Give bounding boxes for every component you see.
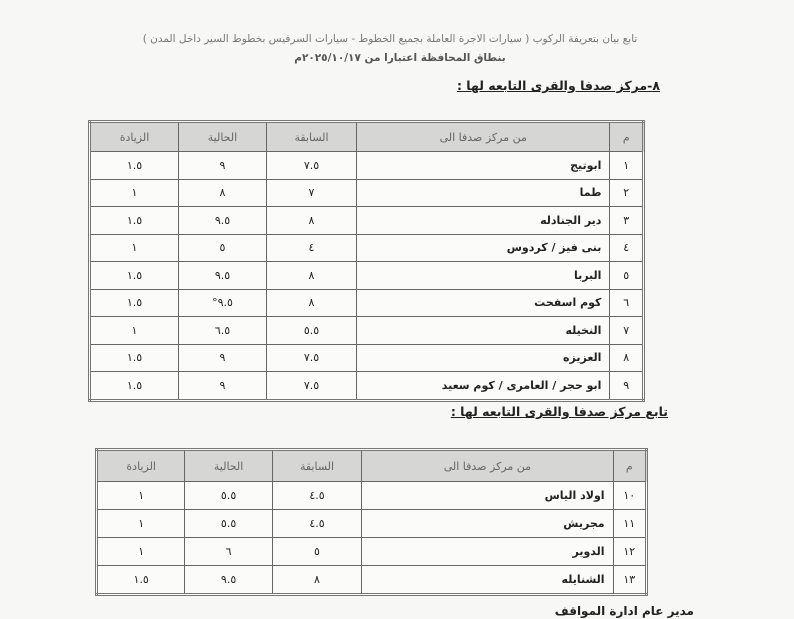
col-current-fare-cell: ٩.٥	[184, 565, 273, 595]
table-row: ١٣ الشنايله ٨ ٩.٥ ١.٥	[95, 565, 648, 595]
col-previous-fare-cell: ٤	[265, 233, 358, 262]
col-number-cell: ٣	[609, 206, 644, 235]
col-current-fare-cell: ٩	[178, 343, 267, 372]
col-number-cell: ١٣	[612, 565, 648, 595]
col-destination-cell: البربا	[356, 261, 611, 290]
fare-table-2: م من مركز صدفا الى السابقة الحالية الزيادة ١…	[95, 448, 648, 596]
col-increase-header: الزيادة	[95, 449, 186, 482]
col-current-fare-cell: ٦	[184, 537, 273, 566]
col-increase-cell: ١.٥	[89, 151, 179, 180]
col-current-fare-header: الحالية	[184, 449, 273, 482]
col-current-fare-cell: ٩.٥	[178, 206, 267, 235]
col-number-cell: ٤	[609, 233, 644, 262]
col-current-fare-cell: ٩	[178, 151, 267, 180]
table-row: ٨ العزيزه ٧.٥ ٩ ١.٥	[89, 343, 644, 372]
section1-title: ٨-مركز صدفا والقرى التابعه لها :	[456, 78, 660, 93]
table-row: ١١ مجريش ٤.٥ ٥.٥ ١	[95, 509, 648, 538]
table-row: ٣ دير الجنادله ٨ ٩.٥ ١.٥	[89, 206, 644, 235]
col-increase-cell: ١	[95, 509, 186, 538]
signature-title: مدير عام ادارة المواقف	[554, 604, 694, 618]
col-number-cell: ٥	[609, 261, 644, 290]
col-number-cell: ٧	[609, 316, 644, 345]
col-number-cell: ٨	[609, 343, 644, 372]
col-destination-cell: ابوتيج	[356, 151, 611, 180]
document-header-line2: بنطاق المحافظة اعتبارا من ٢٠٢٥/١٠/١٧م	[294, 52, 506, 64]
col-destination-cell: ابو حجر / العامرى / كوم سعيد	[356, 371, 611, 401]
col-current-fare-cell: ٨	[178, 178, 267, 207]
section2-title: تابع مركز صدفا والقرى التابعه لها :	[450, 404, 668, 419]
col-previous-fare-cell: ٨	[265, 288, 358, 317]
table-row: ٦ كوم اسفحت ٨ ٩.٥° ١.٥	[89, 288, 644, 317]
col-number-cell: ١	[609, 151, 644, 180]
col-destination-cell: اولاد الياس	[361, 481, 614, 510]
col-current-fare-cell: ٥	[178, 233, 267, 262]
col-previous-fare-cell: ٨	[265, 261, 358, 290]
table-row: ٩ ابو حجر / العامرى / كوم سعيد ٧.٥ ٩ ١.٥	[89, 371, 644, 401]
col-current-fare-cell: ٥.٥	[184, 509, 273, 538]
col-previous-fare-cell: ٧.٥	[265, 151, 358, 180]
col-increase-cell: ١	[89, 233, 179, 262]
col-previous-fare-cell: ٨	[265, 206, 358, 235]
document-header-line1: تابع بيان بتعريفة الركوب ( سيارات الاجرة…	[142, 33, 638, 45]
col-previous-fare-header: السابقة	[271, 449, 363, 482]
col-increase-cell: ١.٥	[89, 371, 179, 401]
col-destination-cell: بنى فيز / كردوس	[356, 233, 611, 262]
col-number-cell: ٢	[609, 178, 644, 207]
col-previous-fare-cell: ٧	[265, 178, 358, 207]
col-number-cell: ١٢	[612, 537, 648, 566]
table-row: ١٢ الدوير ٥ ٦ ١	[95, 537, 648, 566]
table-row: ٢ طما ٧ ٨ ١	[89, 178, 644, 207]
col-destination-cell: الشنايله	[361, 565, 614, 595]
table-row: ١ ابوتيج ٧.٥ ٩ ١.٥	[89, 151, 644, 180]
col-previous-fare-cell: ٤.٥	[271, 509, 363, 538]
col-destination-cell: العزيزه	[356, 343, 611, 372]
table-row: ٧ النخيله ٥.٥ ٦.٥ ١	[89, 316, 644, 345]
col-increase-cell: ١.٥	[89, 343, 179, 372]
col-destination-cell: مجريش	[361, 509, 614, 538]
table-header-row: م من مركز صدفا الى السابقة الحالية الزيادة	[89, 121, 644, 152]
col-previous-fare-cell: ٥	[271, 537, 363, 566]
col-previous-fare-cell: ٥.٥	[265, 316, 358, 345]
col-increase-cell: ١	[89, 178, 179, 207]
col-current-fare-cell: ٩	[178, 371, 267, 401]
col-current-fare-header: الحالية	[178, 121, 267, 152]
col-increase-cell: ١	[95, 537, 186, 566]
col-increase-cell: ١.٥	[89, 261, 179, 290]
fare-table-1: م من مركز صدفا الى السابقة الحالية الزيادة ١…	[88, 120, 645, 402]
col-number-cell: ١١	[612, 509, 648, 538]
col-destination-cell: الدوير	[361, 537, 614, 566]
col-number-header: م	[612, 449, 648, 482]
col-previous-fare-cell: ٧.٥	[265, 371, 358, 401]
col-increase-cell: ١.٥	[95, 565, 186, 595]
col-destination-cell: النخيله	[356, 316, 611, 345]
col-destination-cell: كوم اسفحت	[356, 288, 611, 317]
col-number-cell: ٩	[609, 371, 644, 401]
table-row: ٥ البربا ٨ ٩.٥ ١.٥	[89, 261, 644, 290]
col-previous-fare-cell: ٤.٥	[271, 481, 363, 510]
table-header-row: م من مركز صدفا الى السابقة الحالية الزيادة	[95, 449, 648, 482]
col-number-header: م	[609, 121, 644, 152]
col-number-cell: ١٠	[612, 481, 648, 510]
col-increase-cell: ١	[89, 316, 179, 345]
col-number-cell: ٦	[609, 288, 644, 317]
col-destination-header: من مركز صدفا الى	[356, 121, 611, 152]
col-current-fare-cell: ٩.٥	[178, 261, 267, 290]
col-destination-cell: طما	[356, 178, 611, 207]
col-destination-cell: دير الجنادله	[356, 206, 611, 235]
col-increase-cell: ١.٥	[89, 288, 179, 317]
table-row: ١٠ اولاد الياس ٤.٥ ٥.٥ ١	[95, 481, 648, 510]
col-destination-header: من مركز صدفا الى	[361, 449, 614, 482]
col-increase-cell: ١	[95, 481, 186, 510]
col-increase-cell: ١.٥	[89, 206, 179, 235]
col-increase-header: الزيادة	[89, 121, 179, 152]
col-current-fare-cell: ٩.٥°	[178, 288, 267, 317]
col-previous-fare-cell: ٨	[271, 565, 363, 595]
table-row: ٤ بنى فيز / كردوس ٤ ٥ ١	[89, 233, 644, 262]
col-previous-fare-header: السابقة	[265, 121, 358, 152]
col-current-fare-cell: ٥.٥	[184, 481, 273, 510]
col-previous-fare-cell: ٧.٥	[265, 343, 358, 372]
col-current-fare-cell: ٦.٥	[178, 316, 267, 345]
